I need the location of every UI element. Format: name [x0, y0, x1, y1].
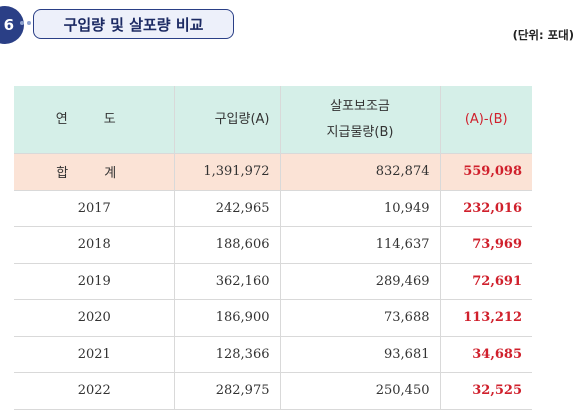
cell-subsidy: 289,469 [279, 263, 440, 300]
cell-diff: 559,098 [439, 153, 532, 191]
cell-diff: 72,691 [439, 263, 532, 300]
unit-label: (단위: 포대) [512, 28, 574, 42]
cell-purchase: 128,366 [173, 336, 280, 373]
cell-year: 2019 [14, 263, 174, 300]
cell-diff: 113,212 [439, 299, 532, 337]
cell-subsidy: 93,681 [279, 336, 440, 373]
cell-purchase: 186,900 [173, 299, 280, 337]
cell-subsidy: 73,688 [279, 299, 440, 337]
cell-subsidy: 832,874 [279, 153, 440, 191]
header-subsidy-line2: 지급물량(B) [326, 124, 394, 140]
cell-subsidy: 10,949 [279, 190, 440, 227]
header-year: 연 도 [14, 86, 174, 154]
cell-year: 2018 [14, 226, 174, 264]
section-title: 구입량 및 살포량 비교 [33, 9, 234, 39]
cell-diff: 34,685 [439, 336, 532, 373]
cell-purchase: 1,391,972 [173, 153, 280, 191]
cell-year: 합 계 [14, 153, 174, 191]
cell-purchase: 188,606 [173, 226, 280, 264]
cell-year: 2017 [14, 190, 174, 227]
cell-subsidy: 250,450 [279, 372, 440, 410]
table-header-row: 연 도 구입량(A) 살포보조금 지급물량(B) (A)-(B) [14, 86, 532, 154]
table-row-total: 합 계 1,391,972 832,874 559,098 [14, 153, 532, 191]
cell-diff: 232,016 [439, 190, 532, 227]
section-number-badge: 6 [0, 6, 24, 44]
table-row: 2017 242,965 10,949 232,016 [14, 190, 532, 227]
table-row: 2021 128,366 93,681 34,685 [14, 336, 532, 373]
header-subsidy-line1: 살포보조금 [330, 98, 390, 114]
table-row: 2019 362,160 289,469 72,691 [14, 263, 532, 300]
cell-year: 2020 [14, 299, 174, 337]
cell-subsidy: 114,637 [279, 226, 440, 264]
table-row: 2022 282,975 250,450 32,525 [14, 372, 532, 410]
header-subsidy: 살포보조금 지급물량(B) [279, 86, 440, 154]
table-row: 2018 188,606 114,637 73,969 [14, 226, 532, 264]
cell-diff: 73,969 [439, 226, 532, 264]
cell-diff: 32,525 [439, 372, 532, 410]
header-diff: (A)-(B) [439, 86, 532, 154]
cell-purchase: 282,975 [173, 372, 280, 410]
cell-purchase: 242,965 [173, 190, 280, 227]
cell-purchase: 362,160 [173, 263, 280, 300]
table-row: 2020 186,900 73,688 113,212 [14, 299, 532, 337]
cell-year: 2021 [14, 336, 174, 373]
header-purchase: 구입량(A) [173, 86, 280, 154]
comparison-table: 연 도 구입량(A) 살포보조금 지급물량(B) (A)-(B) 합 계 1,3… [14, 86, 532, 410]
cell-year: 2022 [14, 372, 174, 410]
